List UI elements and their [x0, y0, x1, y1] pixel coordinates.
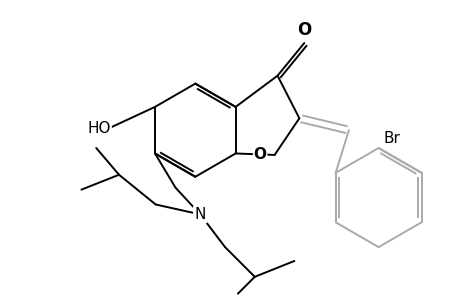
- Text: O: O: [297, 21, 311, 39]
- Text: N: N: [194, 207, 206, 222]
- Text: HO: HO: [87, 121, 111, 136]
- Text: O: O: [253, 148, 266, 163]
- Text: Br: Br: [383, 131, 400, 146]
